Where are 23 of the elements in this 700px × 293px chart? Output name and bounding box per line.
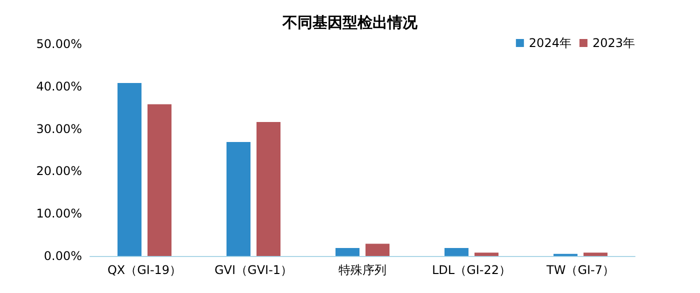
bar [256, 122, 280, 256]
legend-label: 2023年 [592, 36, 636, 50]
x-tick-label: TW（GI-7） [546, 263, 614, 277]
chart-title: 不同基因型检出情况 [282, 14, 418, 32]
y-tick-label: 10.00% [36, 206, 82, 221]
y-tick-label: 30.00% [36, 122, 82, 136]
y-tick-label: 20.00% [36, 164, 82, 178]
x-tick-label: GVI（GVI-1） [214, 263, 293, 277]
bar [148, 104, 172, 256]
y-tick-label: 50.00% [36, 37, 82, 51]
bar [474, 252, 498, 256]
bar [336, 248, 360, 256]
bar [226, 142, 250, 256]
bar [118, 83, 142, 256]
bar [444, 248, 468, 256]
x-tick-label: QX（GI-19） [107, 263, 182, 277]
y-tick-label: 40.00% [36, 79, 82, 94]
bar [584, 252, 608, 256]
legend-label: 2024年 [528, 36, 572, 50]
x-tick-label: LDL（GI-22） [432, 263, 512, 277]
y-tick-label: 0.00% [44, 249, 82, 263]
x-tick-label: 特殊序列 [338, 263, 386, 277]
bar [366, 244, 390, 256]
